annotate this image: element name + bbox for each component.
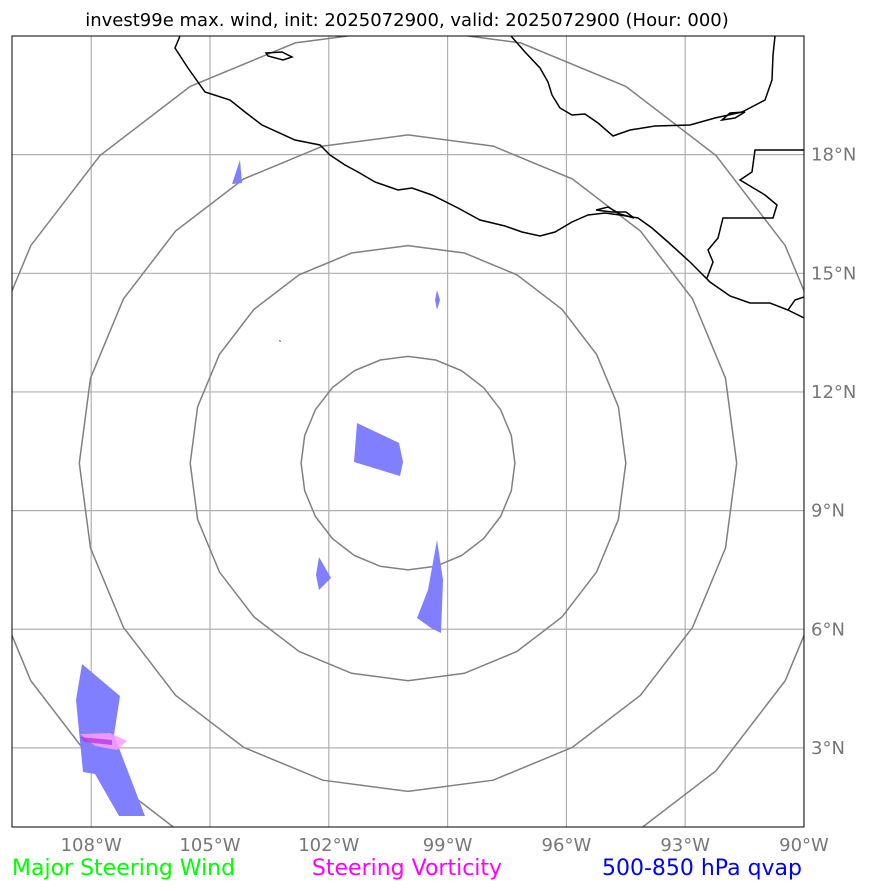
longitude-label: 108°W: [61, 835, 122, 856]
plot-border: [11, 35, 805, 828]
longitude-label: 96°W: [542, 835, 592, 856]
coastline-border: [706, 149, 804, 279]
longitude-label: 105°W: [179, 835, 240, 856]
longitude-labels: 108°W 105°W 102°W 99°W 96°W 93°W 90°W: [61, 835, 829, 856]
legend-major-steering-wind: Major Steering Wind: [12, 856, 235, 881]
range-ring: [12, 36, 804, 827]
map-title: invest99e max. wind, init: 2025072900, v…: [85, 10, 729, 31]
qvap-region-northwest: [232, 160, 242, 184]
qvap-region-speck: [279, 340, 281, 342]
latitude-label: 15°N: [811, 263, 856, 284]
latitude-label: 6°N: [811, 619, 845, 640]
legend-qvap: 500-850 hPa qvap: [602, 856, 802, 881]
latitude-label: 18°N: [811, 145, 856, 166]
plot-area: [12, 36, 804, 827]
longitude-label: 93°W: [660, 835, 710, 856]
coastline-island: [264, 51, 294, 61]
range-ring: [300, 355, 516, 571]
qvap-region-south: [417, 540, 443, 633]
qvap-region-southwest: [316, 557, 331, 590]
longitude-label: 99°W: [423, 835, 473, 856]
latitude-labels: 3°N 6°N 9°N 12°N 15°N 18°N: [811, 145, 856, 759]
qvap-region-north: [435, 290, 440, 310]
vorticity-contours: [80, 733, 127, 750]
coastline-lake: [719, 111, 746, 122]
latitude-label: 12°N: [811, 382, 856, 403]
longitude-label: 102°W: [298, 835, 359, 856]
coastline-gulf: [510, 36, 776, 137]
longitude-label: 90°W: [779, 835, 829, 856]
qvap-region-center: [354, 423, 403, 476]
coastline-mexico: [174, 36, 804, 319]
vorticity-overlap: [80, 737, 112, 745]
coastline-southeast: [787, 296, 804, 311]
latitude-label: 9°N: [811, 501, 845, 522]
coastlines: [174, 36, 804, 319]
qvap-contours: [76, 160, 443, 816]
range-ring: [189, 244, 627, 682]
gridlines: [12, 36, 804, 827]
legend: Major Steering Wind Steering Vorticity 5…: [12, 856, 802, 881]
range-rings: [12, 36, 804, 827]
legend-steering-vorticity: Steering Vorticity: [312, 856, 502, 881]
coastline-bay: [595, 206, 635, 219]
latitude-label: 3°N: [811, 738, 845, 759]
range-ring: [78, 134, 738, 793]
